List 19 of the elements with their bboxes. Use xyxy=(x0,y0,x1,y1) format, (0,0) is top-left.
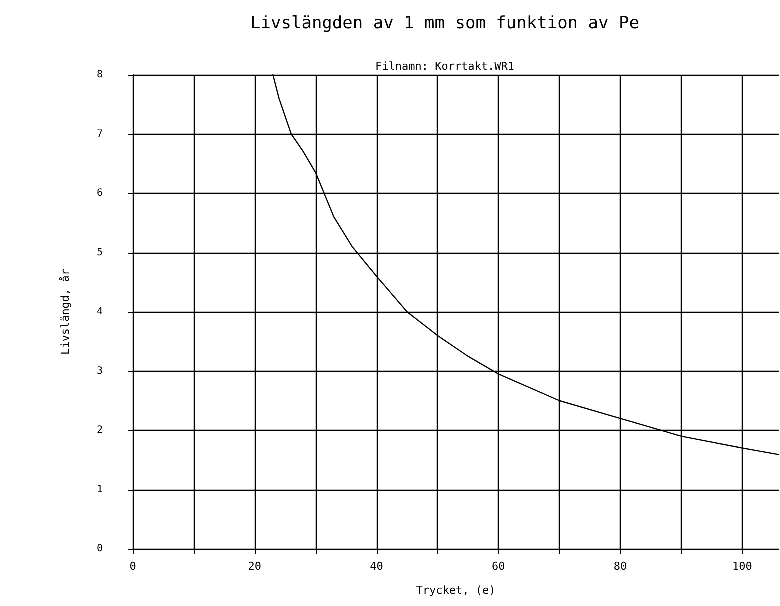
x-axis-title: Trycket, (e) xyxy=(416,584,496,597)
y-tick-label: 7 xyxy=(96,128,103,140)
x-tick-label: 40 xyxy=(370,560,384,573)
x-tick-label: 60 xyxy=(492,560,506,573)
chart-title: Livslängden av 1 mm som funktion av Pe xyxy=(250,14,640,34)
x-tick-label: 0 xyxy=(130,560,136,573)
y-tick-label: 3 xyxy=(96,366,103,377)
x-tick-label: 100 xyxy=(732,560,752,573)
x-tick-label: 80 xyxy=(614,560,628,573)
y-tick-label: 4 xyxy=(96,306,103,318)
y-tick-label: 8 xyxy=(96,70,103,80)
chart-subtitle: Filnamn: Korrtakt.WR1 xyxy=(375,60,515,73)
y-tick-label: 5 xyxy=(96,247,103,258)
y-axis-title: Livslängd, år xyxy=(59,268,72,356)
y-tick-label: 0 xyxy=(96,544,103,554)
y-tick-label: 6 xyxy=(96,188,103,199)
y-tick-label: 2 xyxy=(96,425,103,436)
x-tick-label: 20 xyxy=(248,560,262,573)
y-tick-label: 1 xyxy=(96,484,103,496)
